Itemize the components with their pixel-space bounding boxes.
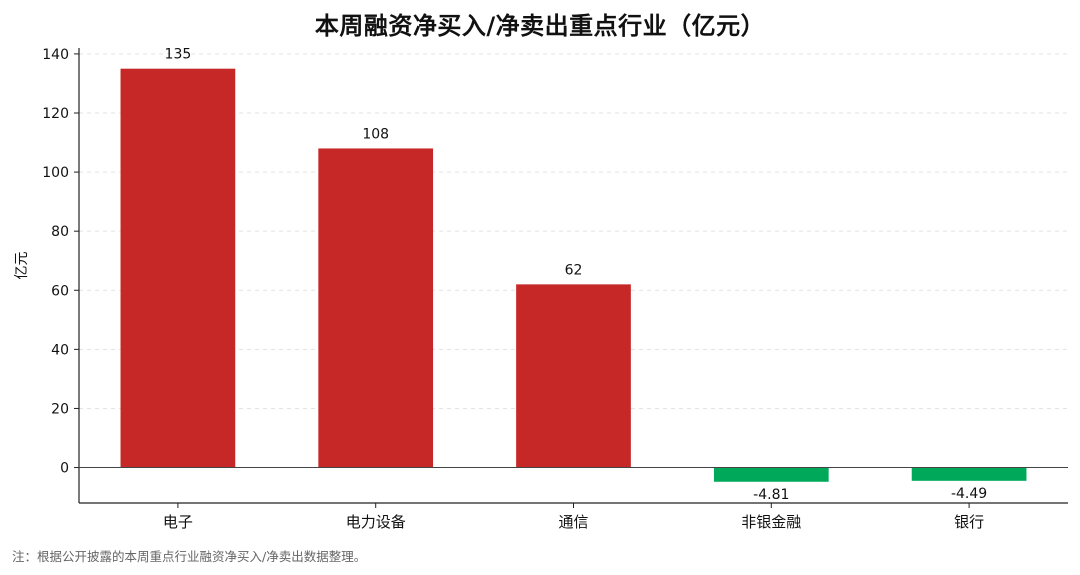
y-tick-label: 100	[42, 165, 69, 181]
bar	[516, 284, 631, 468]
y-tick-label: 80	[51, 224, 69, 240]
bars	[120, 68, 1027, 482]
data-label: -4.81	[753, 487, 789, 503]
y-tick-label: 0	[60, 461, 69, 477]
y-axis-label: 亿元	[14, 252, 30, 280]
bar	[911, 467, 1027, 481]
y-tick-label: 20	[51, 401, 69, 417]
footnote: 注：根据公开披露的本周重点行业融资净买入/净卖出数据整理。	[12, 549, 367, 564]
x-tick-label: 电子	[163, 513, 193, 531]
y-tick-label: 40	[51, 342, 69, 358]
y-ticks: 0 20 40 60 80 100 120 140	[42, 47, 79, 477]
data-label: 135	[165, 47, 192, 63]
y-tick-label: 120	[42, 106, 69, 122]
data-label: 108	[362, 126, 389, 142]
data-label: -4.49	[951, 486, 987, 502]
x-tick-labels: 电子 电力设备 通信 非银金融 银行	[163, 503, 984, 531]
y-tick-label: 60	[51, 283, 69, 299]
data-labels: 135 108 62 -4.81 -4.49	[165, 47, 988, 503]
gridlines	[79, 53, 1068, 409]
data-label: 62	[565, 262, 583, 278]
bar	[713, 467, 829, 482]
bar	[120, 68, 236, 468]
x-tick-label: 电力设备	[346, 513, 406, 531]
y-tick-label: 140	[42, 47, 69, 63]
x-tick-label: 非银金融	[741, 513, 801, 531]
bar	[318, 148, 434, 468]
x-tick-label: 银行	[954, 513, 984, 531]
chart-title: 本周融资净买入/净卖出重点行业（亿元）	[314, 12, 766, 40]
x-tick-label: 通信	[558, 513, 588, 531]
